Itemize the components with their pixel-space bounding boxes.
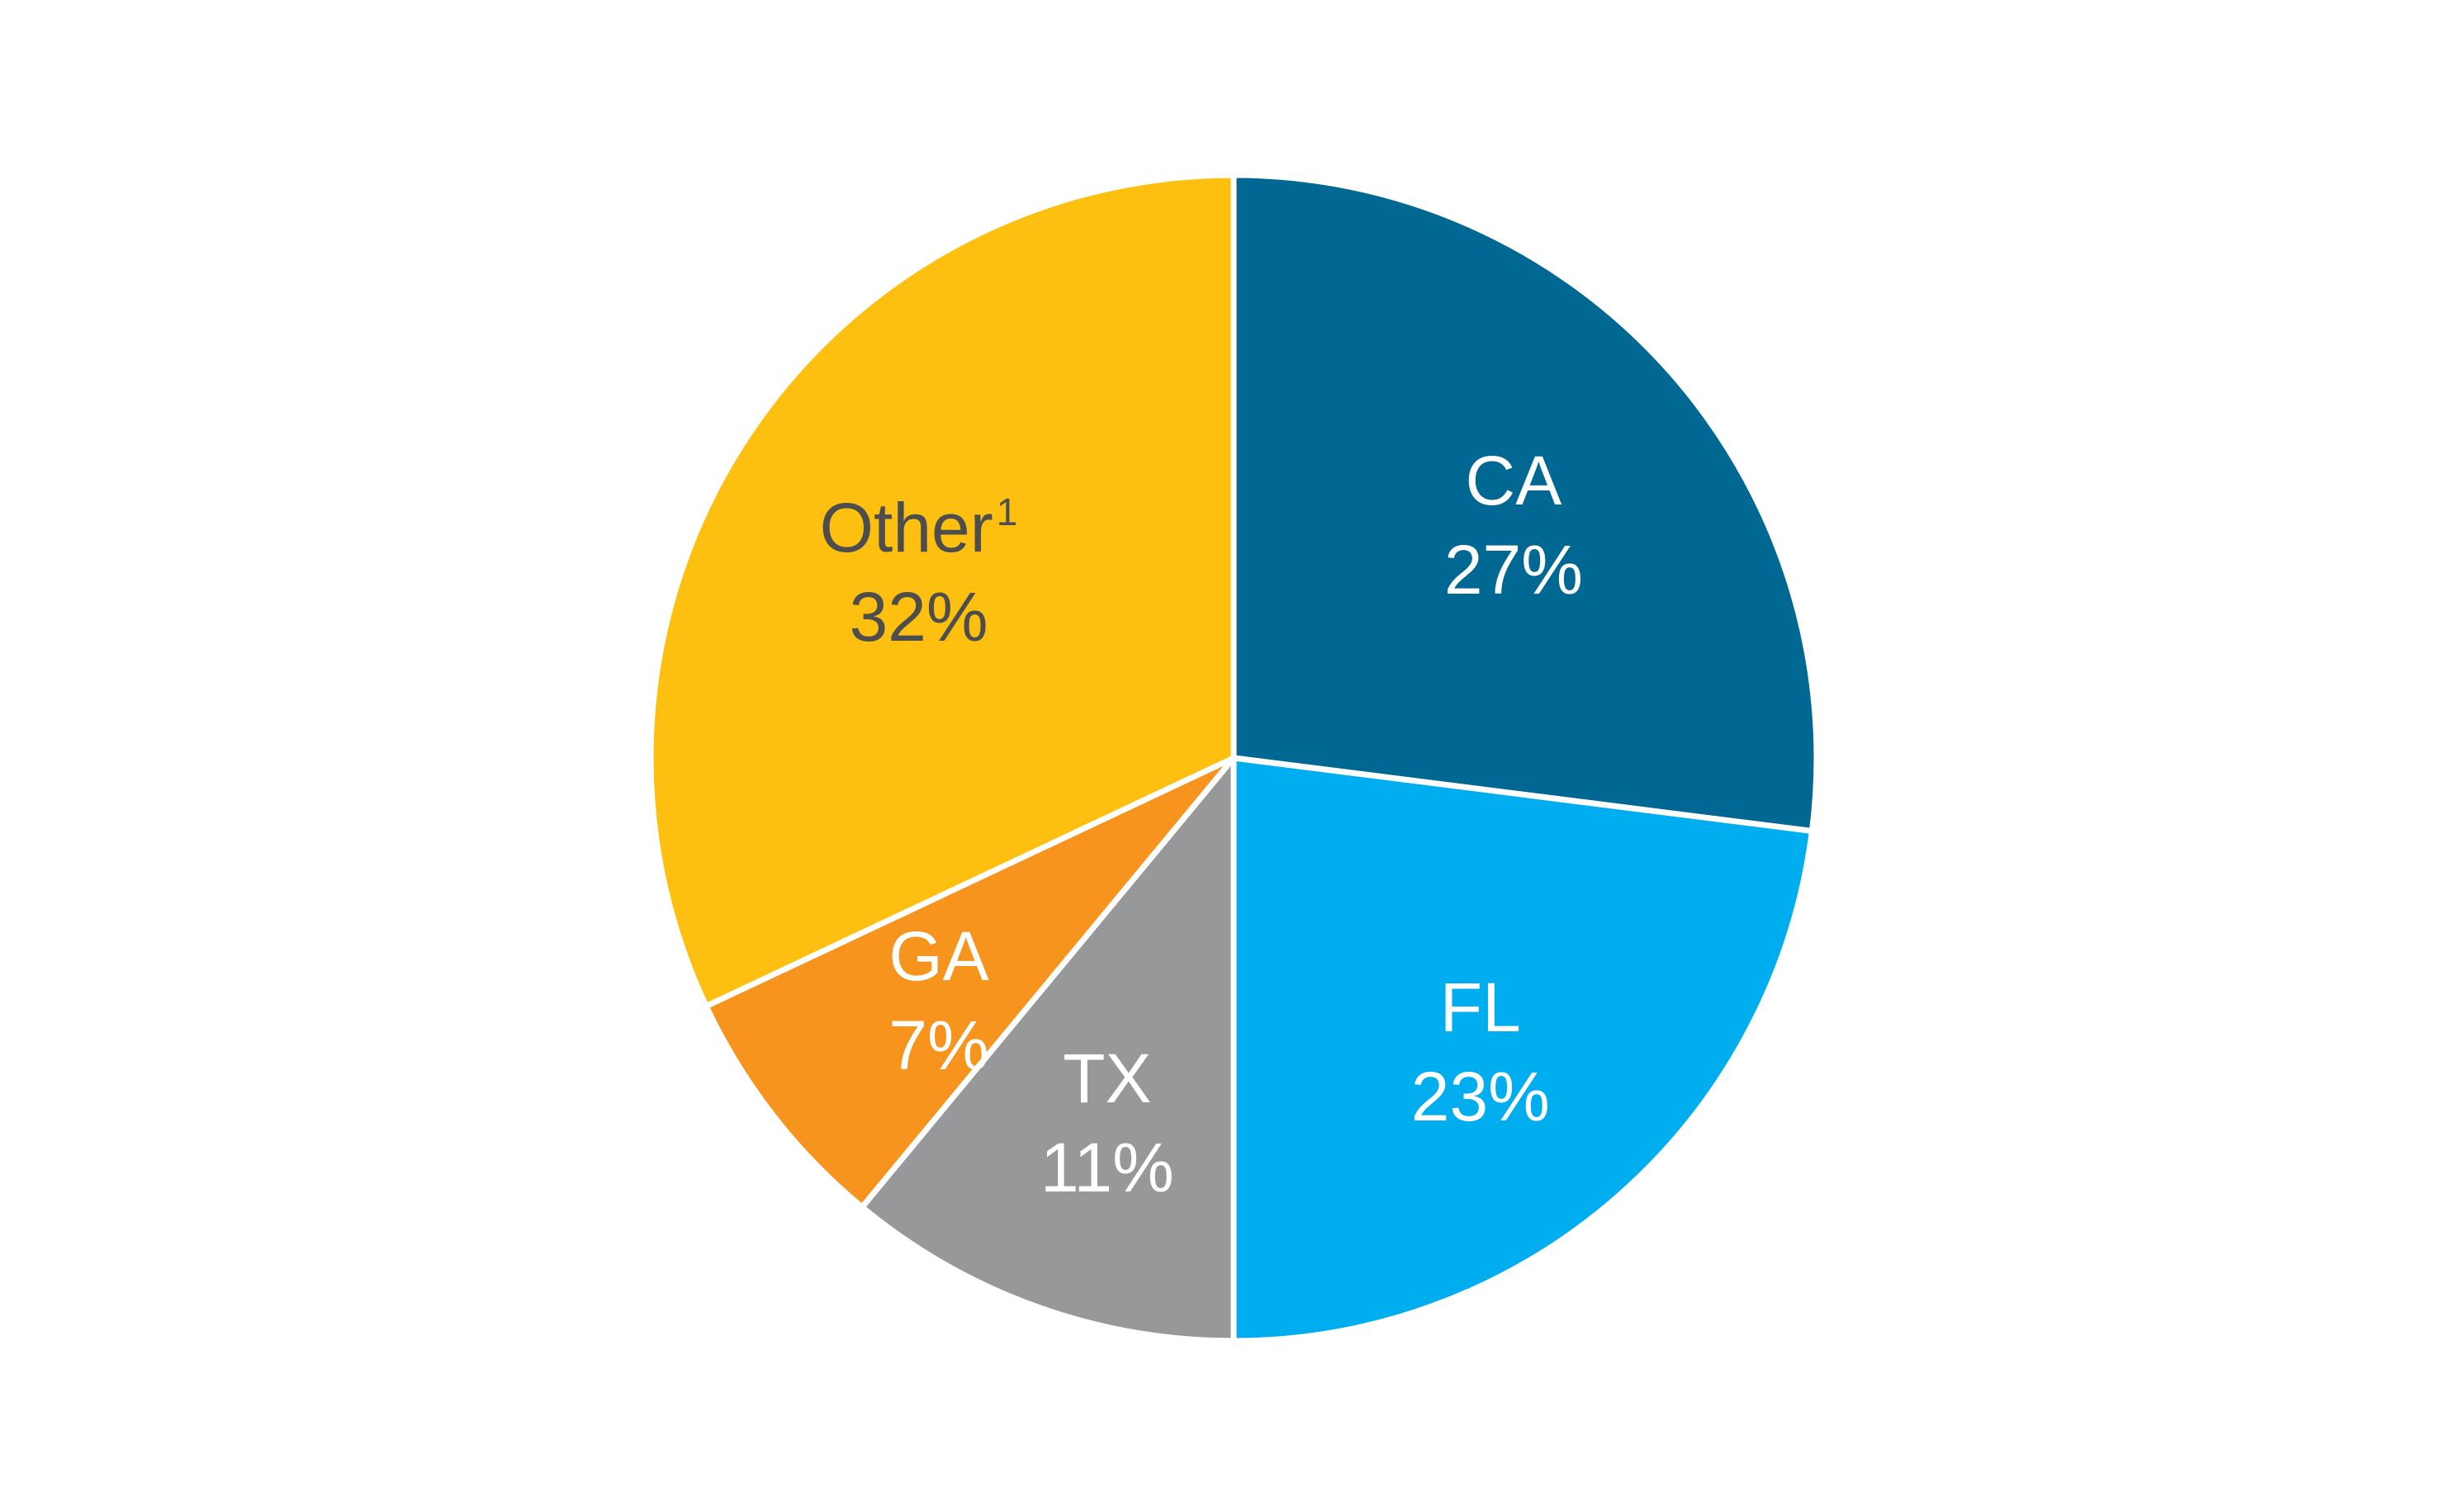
- slice-percent-label: 27%: [1444, 531, 1583, 609]
- slice-label-ga: GA 7%: [888, 917, 988, 1084]
- slice-category-label: GA: [888, 917, 988, 995]
- slice-percent-label: 32%: [849, 578, 988, 656]
- pie-slice-ca: [1230, 172, 1820, 834]
- pie-slice-ga: [703, 755, 1237, 1210]
- slice-label-tx: TX 11%: [1040, 1040, 1174, 1206]
- slice-percent-label: 7%: [888, 1007, 988, 1084]
- slice-label-other: Other1 32%: [820, 489, 1018, 656]
- slice-percent-label: 23%: [1411, 1058, 1550, 1135]
- slice-category-label: FL: [1440, 969, 1521, 1046]
- footnote-marker: 1: [997, 490, 1018, 533]
- slice-label-fl: FL 23%: [1411, 969, 1550, 1135]
- slices-layer: [647, 172, 1820, 1344]
- slice-label-ca: CA 27%: [1444, 442, 1583, 609]
- pie-slice-other: [647, 172, 1237, 1010]
- slice-category-label: Other1: [820, 489, 1018, 566]
- pie-slice-tx: [859, 755, 1237, 1344]
- pie-slice-fl: [1230, 755, 1815, 1344]
- labels-layer: CA 27% FL 23% TX 11% GA 7% Other1 32%: [820, 442, 1583, 1206]
- slice-percent-label: 11%: [1040, 1129, 1174, 1206]
- slice-category-label: TX: [1063, 1040, 1151, 1117]
- slice-category-label: CA: [1466, 442, 1562, 519]
